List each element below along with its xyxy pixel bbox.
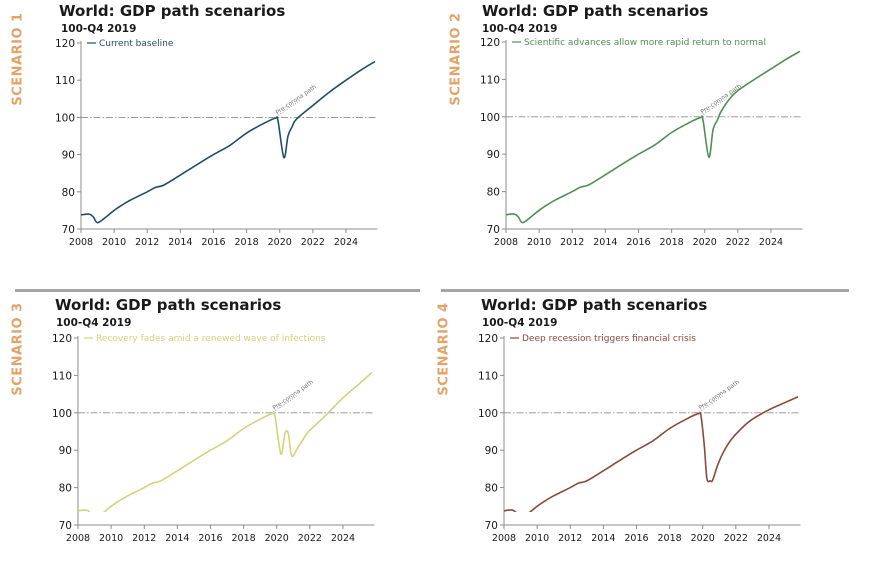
y-tick-label: 90 [487, 149, 500, 161]
gdp-series-line [78, 372, 372, 518]
x-tick-label: 2018 [658, 533, 682, 544]
y-tick-label: 120 [52, 333, 72, 345]
y-tick-label: 90 [59, 445, 72, 457]
x-tick-label: 2016 [198, 533, 222, 544]
x-tick-label: 2022 [724, 533, 748, 544]
x-tick-label: 2008 [66, 533, 90, 544]
y-tick-label: 100 [480, 112, 500, 124]
y-tick-label: 70 [62, 224, 75, 236]
x-tick-label: 2008 [69, 237, 93, 248]
x-tick-label: 2018 [232, 533, 256, 544]
y-tick-label: 110 [52, 370, 72, 382]
x-tick-label: 2010 [99, 533, 123, 544]
gdp-series-line [506, 51, 800, 222]
scenario-4-panel: SCENARIO 4 World: GDP path scenarios 100… [428, 280, 863, 536]
x-tick-label: 2022 [726, 237, 750, 248]
x-tick-label: 2012 [558, 533, 582, 544]
gdp-series-line [81, 62, 375, 223]
x-tick-label: 2022 [301, 237, 325, 248]
y-tick-label: 70 [485, 520, 498, 532]
x-tick-label: 2020 [268, 237, 292, 248]
x-tick-label: 2016 [201, 237, 225, 248]
x-tick-label: 2024 [759, 237, 783, 248]
x-tick-label: 2014 [591, 533, 615, 544]
legend-label: Recovery fades amid a renewed wave of in… [96, 334, 326, 344]
y-tick-label: 80 [62, 187, 75, 199]
x-tick-label: 2020 [265, 533, 289, 544]
scenario-2-chart: 70 80 90 100 110 120 2008 2010 2012 2014 2016 2018 2… [425, 0, 860, 256]
x-tick-label: 2008 [492, 533, 516, 544]
y-tick-label: 100 [52, 408, 72, 420]
legend-label: Scientific advances allow more rapid ret… [524, 38, 766, 48]
legend-label: Deep recession triggers financial crisis [522, 334, 696, 344]
y-tick-label: 110 [478, 370, 498, 382]
y-tick-label: 120 [480, 37, 500, 49]
x-tick-label: 2010 [527, 237, 551, 248]
x-tick-label: 2008 [494, 237, 518, 248]
x-tick-label: 2024 [757, 533, 781, 544]
scenario-3-panel: SCENARIO 3 World: GDP path scenarios 100… [0, 280, 435, 536]
scenario-1-chart: 70 80 90 100 110 120 2008 2010 2012 2014 2016 2018 2… [0, 0, 435, 256]
pre-corona-annotation: Pre-corona path [275, 83, 318, 116]
x-tick-label: 2018 [235, 237, 259, 248]
x-tick-label: 2014 [593, 237, 617, 248]
x-tick-label: 2012 [132, 533, 156, 544]
y-tick-label: 90 [485, 445, 498, 457]
pre-corona-annotation: Pre-corona path [698, 379, 741, 412]
x-tick-label: 2014 [165, 533, 189, 544]
legend-label: Current baseline [99, 39, 174, 49]
scenario-4-chart: 70 80 90 100 110 120 2008 2010 2012 2014 2016 2018 2… [428, 280, 863, 570]
x-tick-label: 2022 [298, 533, 322, 544]
y-tick-label: 80 [485, 483, 498, 495]
y-tick-label: 100 [55, 112, 75, 124]
y-tick-label: 110 [55, 75, 75, 87]
x-tick-label: 2016 [626, 237, 650, 248]
pre-corona-annotation: Pre-corona path [272, 379, 315, 412]
x-tick-label: 2014 [168, 237, 192, 248]
x-tick-label: 2010 [102, 237, 126, 248]
y-tick-label: 120 [55, 38, 75, 50]
y-tick-label: 100 [478, 408, 498, 420]
y-tick-label: 80 [487, 187, 500, 199]
y-tick-label: 90 [62, 150, 75, 162]
x-tick-label: 2016 [624, 533, 648, 544]
x-tick-label: 2018 [660, 237, 684, 248]
gdp-series-line [504, 397, 798, 519]
y-tick-label: 70 [59, 520, 72, 532]
scenario-1-panel: SCENARIO 1 World: GDP path scenarios 100… [0, 0, 435, 256]
x-tick-label: 2010 [525, 533, 549, 544]
x-tick-label: 2012 [135, 237, 159, 248]
x-tick-label: 2024 [334, 237, 358, 248]
scenario-2-panel: SCENARIO 2 World: GDP path scenarios 100… [425, 0, 860, 256]
y-tick-label: 70 [487, 224, 500, 236]
y-tick-label: 110 [480, 74, 500, 86]
y-tick-label: 120 [478, 333, 498, 345]
x-tick-label: 2012 [560, 237, 584, 248]
x-tick-label: 2020 [691, 533, 715, 544]
x-tick-label: 2020 [693, 237, 717, 248]
x-tick-label: 2024 [331, 533, 355, 544]
y-tick-label: 80 [59, 483, 72, 495]
scenario-3-chart: 70 80 90 100 110 120 2008 2010 2012 2014 2016 2018 2… [0, 280, 435, 570]
